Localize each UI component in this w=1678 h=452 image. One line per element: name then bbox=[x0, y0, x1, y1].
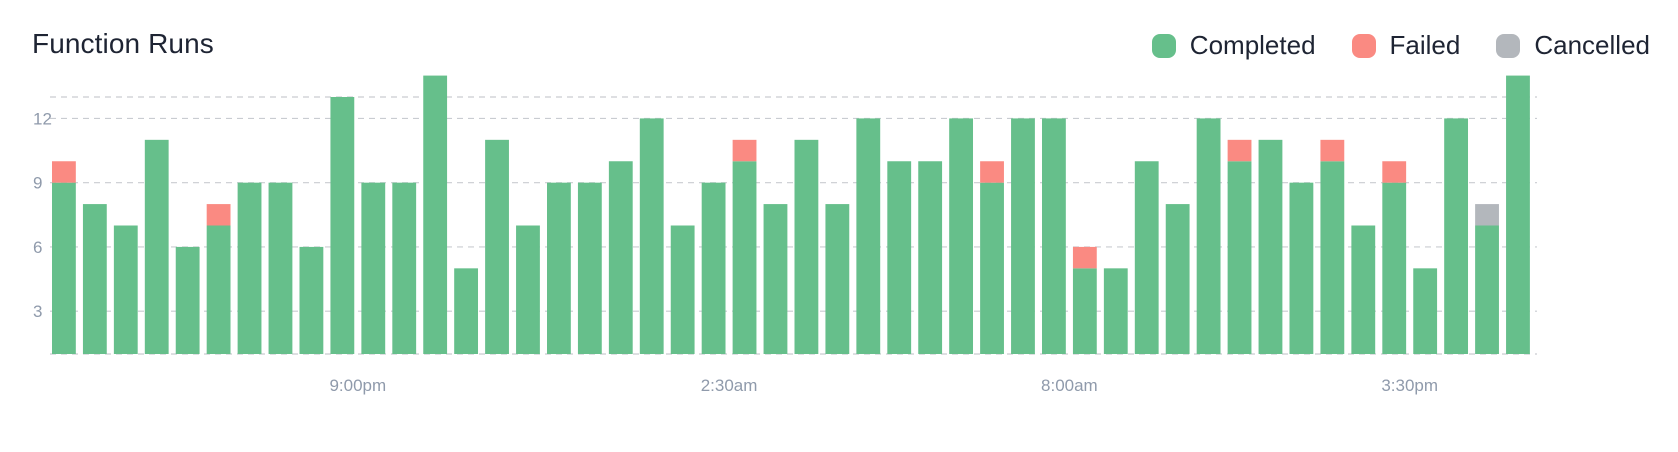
bar-completed-39[interactable] bbox=[1258, 139, 1283, 354]
bar-layer bbox=[52, 75, 1530, 355]
bar-completed-10[interactable] bbox=[361, 182, 386, 354]
bar-completed-42[interactable] bbox=[1351, 225, 1376, 355]
legend-label-failed: Failed bbox=[1389, 30, 1461, 60]
bar-completed-44[interactable] bbox=[1413, 268, 1438, 354]
bar-completed-33[interactable] bbox=[1072, 268, 1097, 354]
bar-completed-46[interactable] bbox=[1475, 225, 1499, 355]
bar-completed-25[interactable] bbox=[825, 204, 850, 354]
bar-completed-47[interactable] bbox=[1506, 75, 1530, 354]
bar-completed-22[interactable] bbox=[732, 161, 757, 354]
bar-completed-32[interactable] bbox=[1042, 118, 1066, 355]
bar-completed-29[interactable] bbox=[949, 118, 974, 355]
axis-layer: 3 6 9 12 9:00pm 2:30am 8:00am 3:30pm bbox=[33, 109, 1438, 395]
bar-completed-34[interactable] bbox=[1103, 268, 1128, 354]
bar-failed-0[interactable] bbox=[52, 161, 76, 183]
bar-completed-19[interactable] bbox=[639, 118, 664, 355]
bar-completed-20[interactable] bbox=[670, 225, 695, 355]
bar-failed-30[interactable] bbox=[980, 161, 1004, 183]
bar-failed-33[interactable] bbox=[1072, 246, 1097, 269]
legend-swatch-failed bbox=[1351, 33, 1376, 58]
y-tick-label: 12 bbox=[33, 109, 52, 128]
bar-completed-11[interactable] bbox=[392, 182, 417, 354]
bar-completed-15[interactable] bbox=[516, 225, 540, 355]
legend-swatch-completed bbox=[1151, 33, 1176, 58]
bar-completed-18[interactable] bbox=[608, 161, 633, 354]
x-tick-label: 3:30pm bbox=[1381, 376, 1438, 395]
bar-completed-17[interactable] bbox=[577, 182, 602, 354]
bar-completed-2[interactable] bbox=[113, 225, 138, 355]
chart-title: Function Runs bbox=[32, 28, 214, 59]
bar-completed-36[interactable] bbox=[1165, 204, 1190, 354]
bar-completed-40[interactable] bbox=[1289, 182, 1314, 354]
bar-cancelled-46[interactable] bbox=[1475, 204, 1499, 226]
chart-legend: Completed Failed Cancelled bbox=[1151, 30, 1650, 61]
y-tick-label: 3 bbox=[33, 302, 42, 321]
bar-completed-3[interactable] bbox=[144, 139, 169, 354]
bar-completed-6[interactable] bbox=[237, 182, 262, 354]
bar-completed-27[interactable] bbox=[887, 161, 912, 354]
bar-completed-0[interactable] bbox=[52, 182, 76, 354]
bar-completed-31[interactable] bbox=[1011, 118, 1035, 355]
bar-completed-23[interactable] bbox=[763, 204, 788, 354]
bar-completed-28[interactable] bbox=[918, 161, 943, 354]
bar-completed-35[interactable] bbox=[1134, 161, 1159, 354]
grid-layer bbox=[50, 96, 1537, 355]
x-tick-label: 8:00am bbox=[1041, 376, 1098, 395]
legend-swatch-cancelled bbox=[1496, 33, 1521, 58]
bar-completed-7[interactable] bbox=[268, 182, 293, 354]
bar-completed-37[interactable] bbox=[1196, 118, 1221, 355]
bar-completed-45[interactable] bbox=[1444, 118, 1469, 355]
bar-completed-9[interactable] bbox=[330, 97, 355, 354]
y-tick-label: 9 bbox=[33, 174, 42, 193]
bar-completed-41[interactable] bbox=[1320, 161, 1345, 354]
bar-completed-1[interactable] bbox=[82, 204, 107, 354]
bar-completed-43[interactable] bbox=[1382, 182, 1407, 354]
legend-label-completed: Completed bbox=[1189, 30, 1316, 60]
bar-failed-43[interactable] bbox=[1382, 161, 1407, 183]
bar-completed-4[interactable] bbox=[175, 246, 200, 354]
legend-item-completed[interactable]: Completed bbox=[1151, 30, 1316, 61]
bar-completed-14[interactable] bbox=[485, 139, 509, 354]
bar-completed-21[interactable] bbox=[701, 182, 726, 354]
bar-completed-24[interactable] bbox=[794, 139, 819, 354]
bar-completed-30[interactable] bbox=[980, 182, 1004, 354]
legend-item-failed[interactable]: Failed bbox=[1351, 30, 1461, 61]
bar-completed-13[interactable] bbox=[454, 268, 479, 354]
bar-failed-22[interactable] bbox=[732, 139, 757, 162]
bar-completed-26[interactable] bbox=[856, 118, 881, 355]
bar-completed-12[interactable] bbox=[423, 75, 448, 354]
legend-label-cancelled: Cancelled bbox=[1534, 30, 1650, 60]
bar-completed-5[interactable] bbox=[206, 225, 231, 355]
bar-failed-38[interactable] bbox=[1227, 139, 1252, 162]
y-tick-label: 6 bbox=[33, 238, 42, 257]
bar-failed-5[interactable] bbox=[206, 204, 231, 226]
x-tick-label: 9:00pm bbox=[329, 376, 386, 395]
bar-completed-16[interactable] bbox=[547, 182, 571, 354]
legend-item-cancelled[interactable]: Cancelled bbox=[1496, 30, 1650, 61]
bar-failed-41[interactable] bbox=[1320, 139, 1345, 162]
bar-completed-38[interactable] bbox=[1227, 161, 1252, 354]
x-tick-label: 2:30am bbox=[701, 376, 758, 395]
bar-completed-8[interactable] bbox=[299, 246, 324, 354]
